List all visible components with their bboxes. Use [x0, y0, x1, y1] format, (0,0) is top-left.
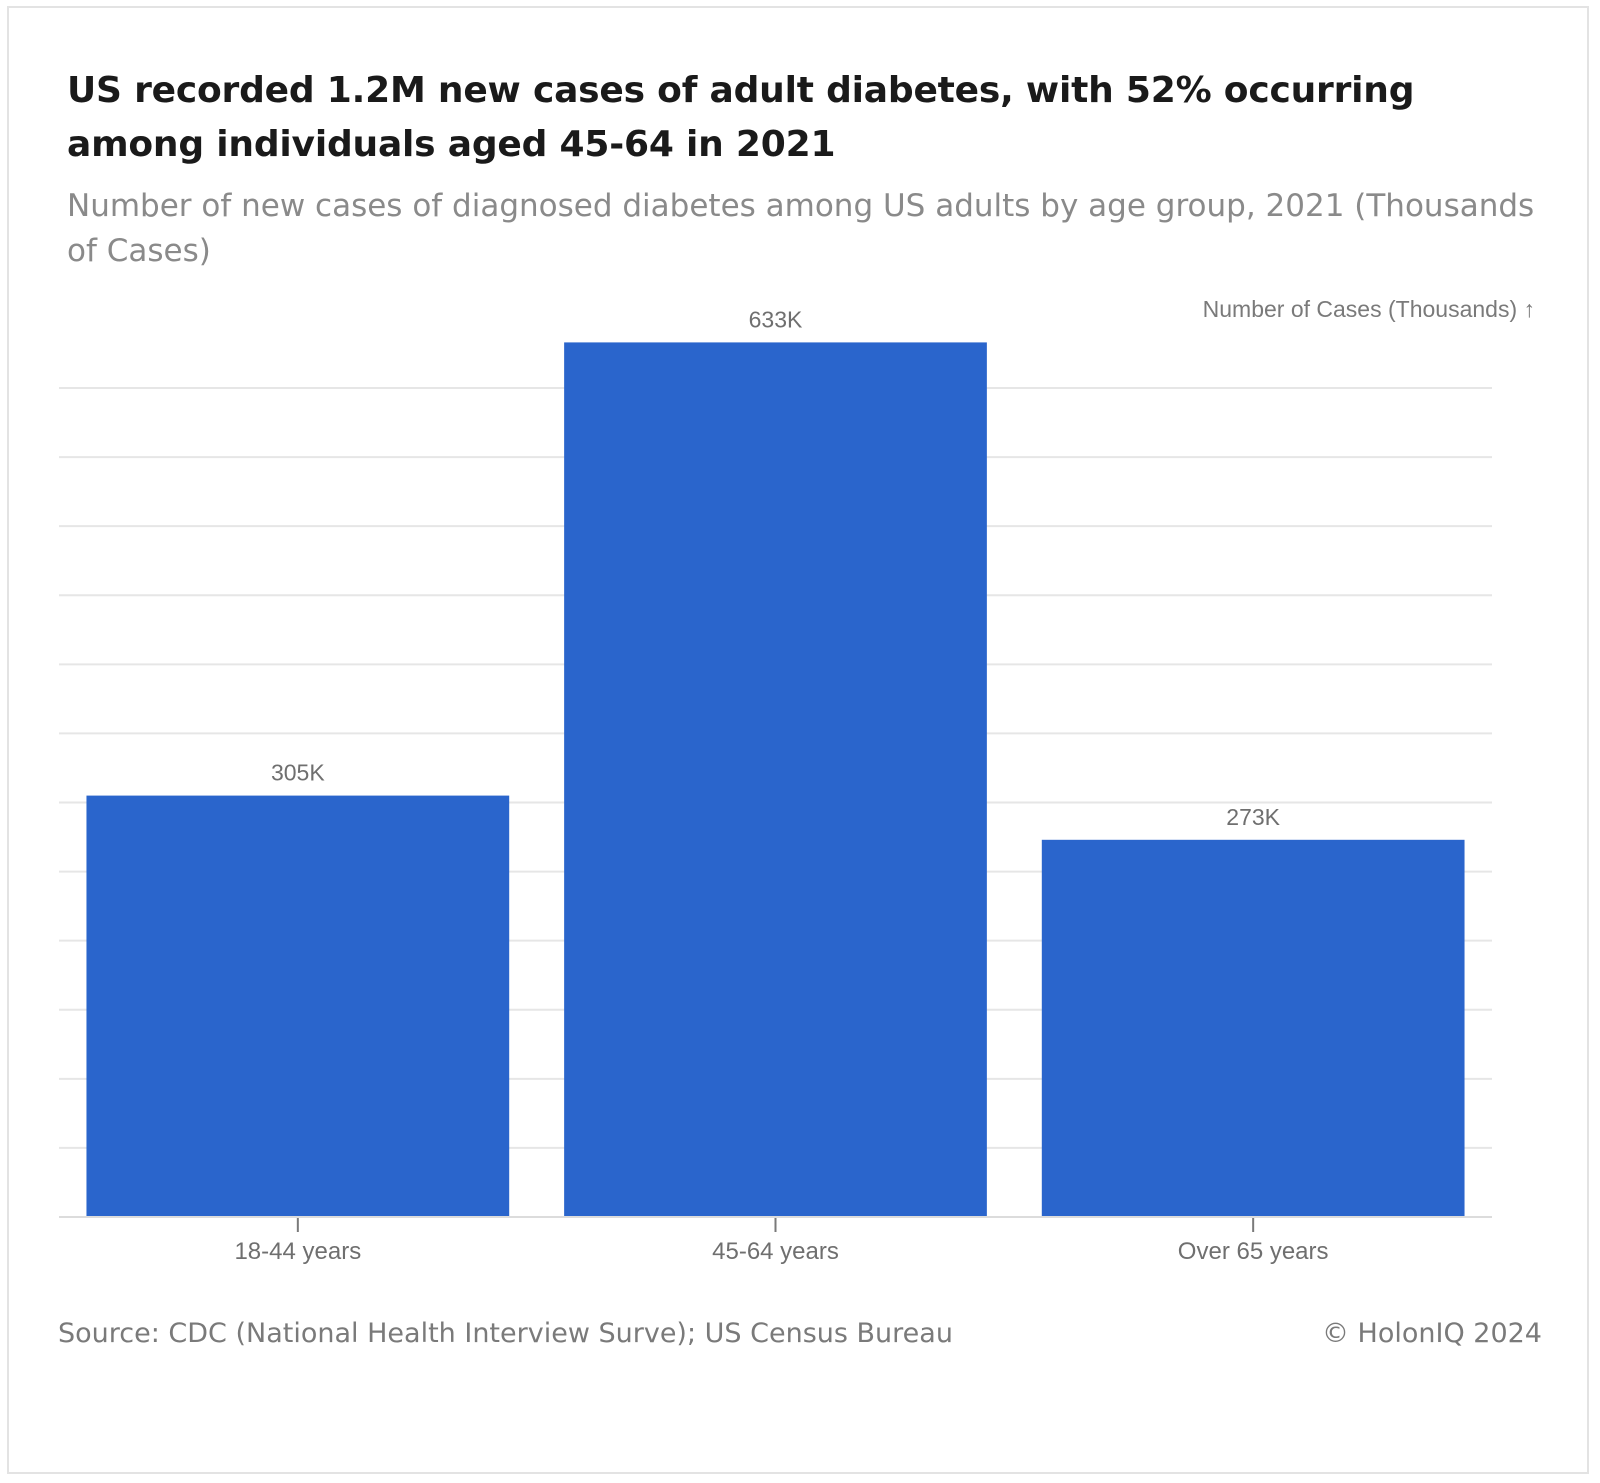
bars: [86, 342, 1465, 1217]
bar: [1041, 839, 1465, 1217]
chart-card: US recorded 1.2M new cases of adult diab…: [7, 6, 1589, 1474]
source-note: Source: CDC (National Health Interview S…: [58, 1318, 953, 1349]
data-label: 305K: [271, 760, 325, 786]
x-tick-label: 45-64 years: [712, 1238, 839, 1265]
copyright-note: © HolonIQ 2024: [1321, 1318, 1542, 1349]
x-tick-label: Over 65 years: [1178, 1238, 1329, 1265]
x-tick-label: 18-44 years: [234, 1238, 361, 1265]
bar: [564, 342, 987, 1217]
y-axis-title: Number of Cases (Thousands) ↑: [1203, 296, 1535, 322]
bar: [86, 795, 510, 1217]
data-label: 273K: [1226, 804, 1280, 830]
data-labels: 305K 633K 273K: [271, 306, 1281, 829]
chart-title: US recorded 1.2M new cases of adult diab…: [67, 70, 1415, 165]
data-label: 633K: [749, 306, 803, 332]
chart-subtitle: Number of new cases of diagnosed diabete…: [67, 188, 1535, 269]
x-axis: 18-44 years 45-64 years Over 65 years: [59, 1216, 1492, 1265]
